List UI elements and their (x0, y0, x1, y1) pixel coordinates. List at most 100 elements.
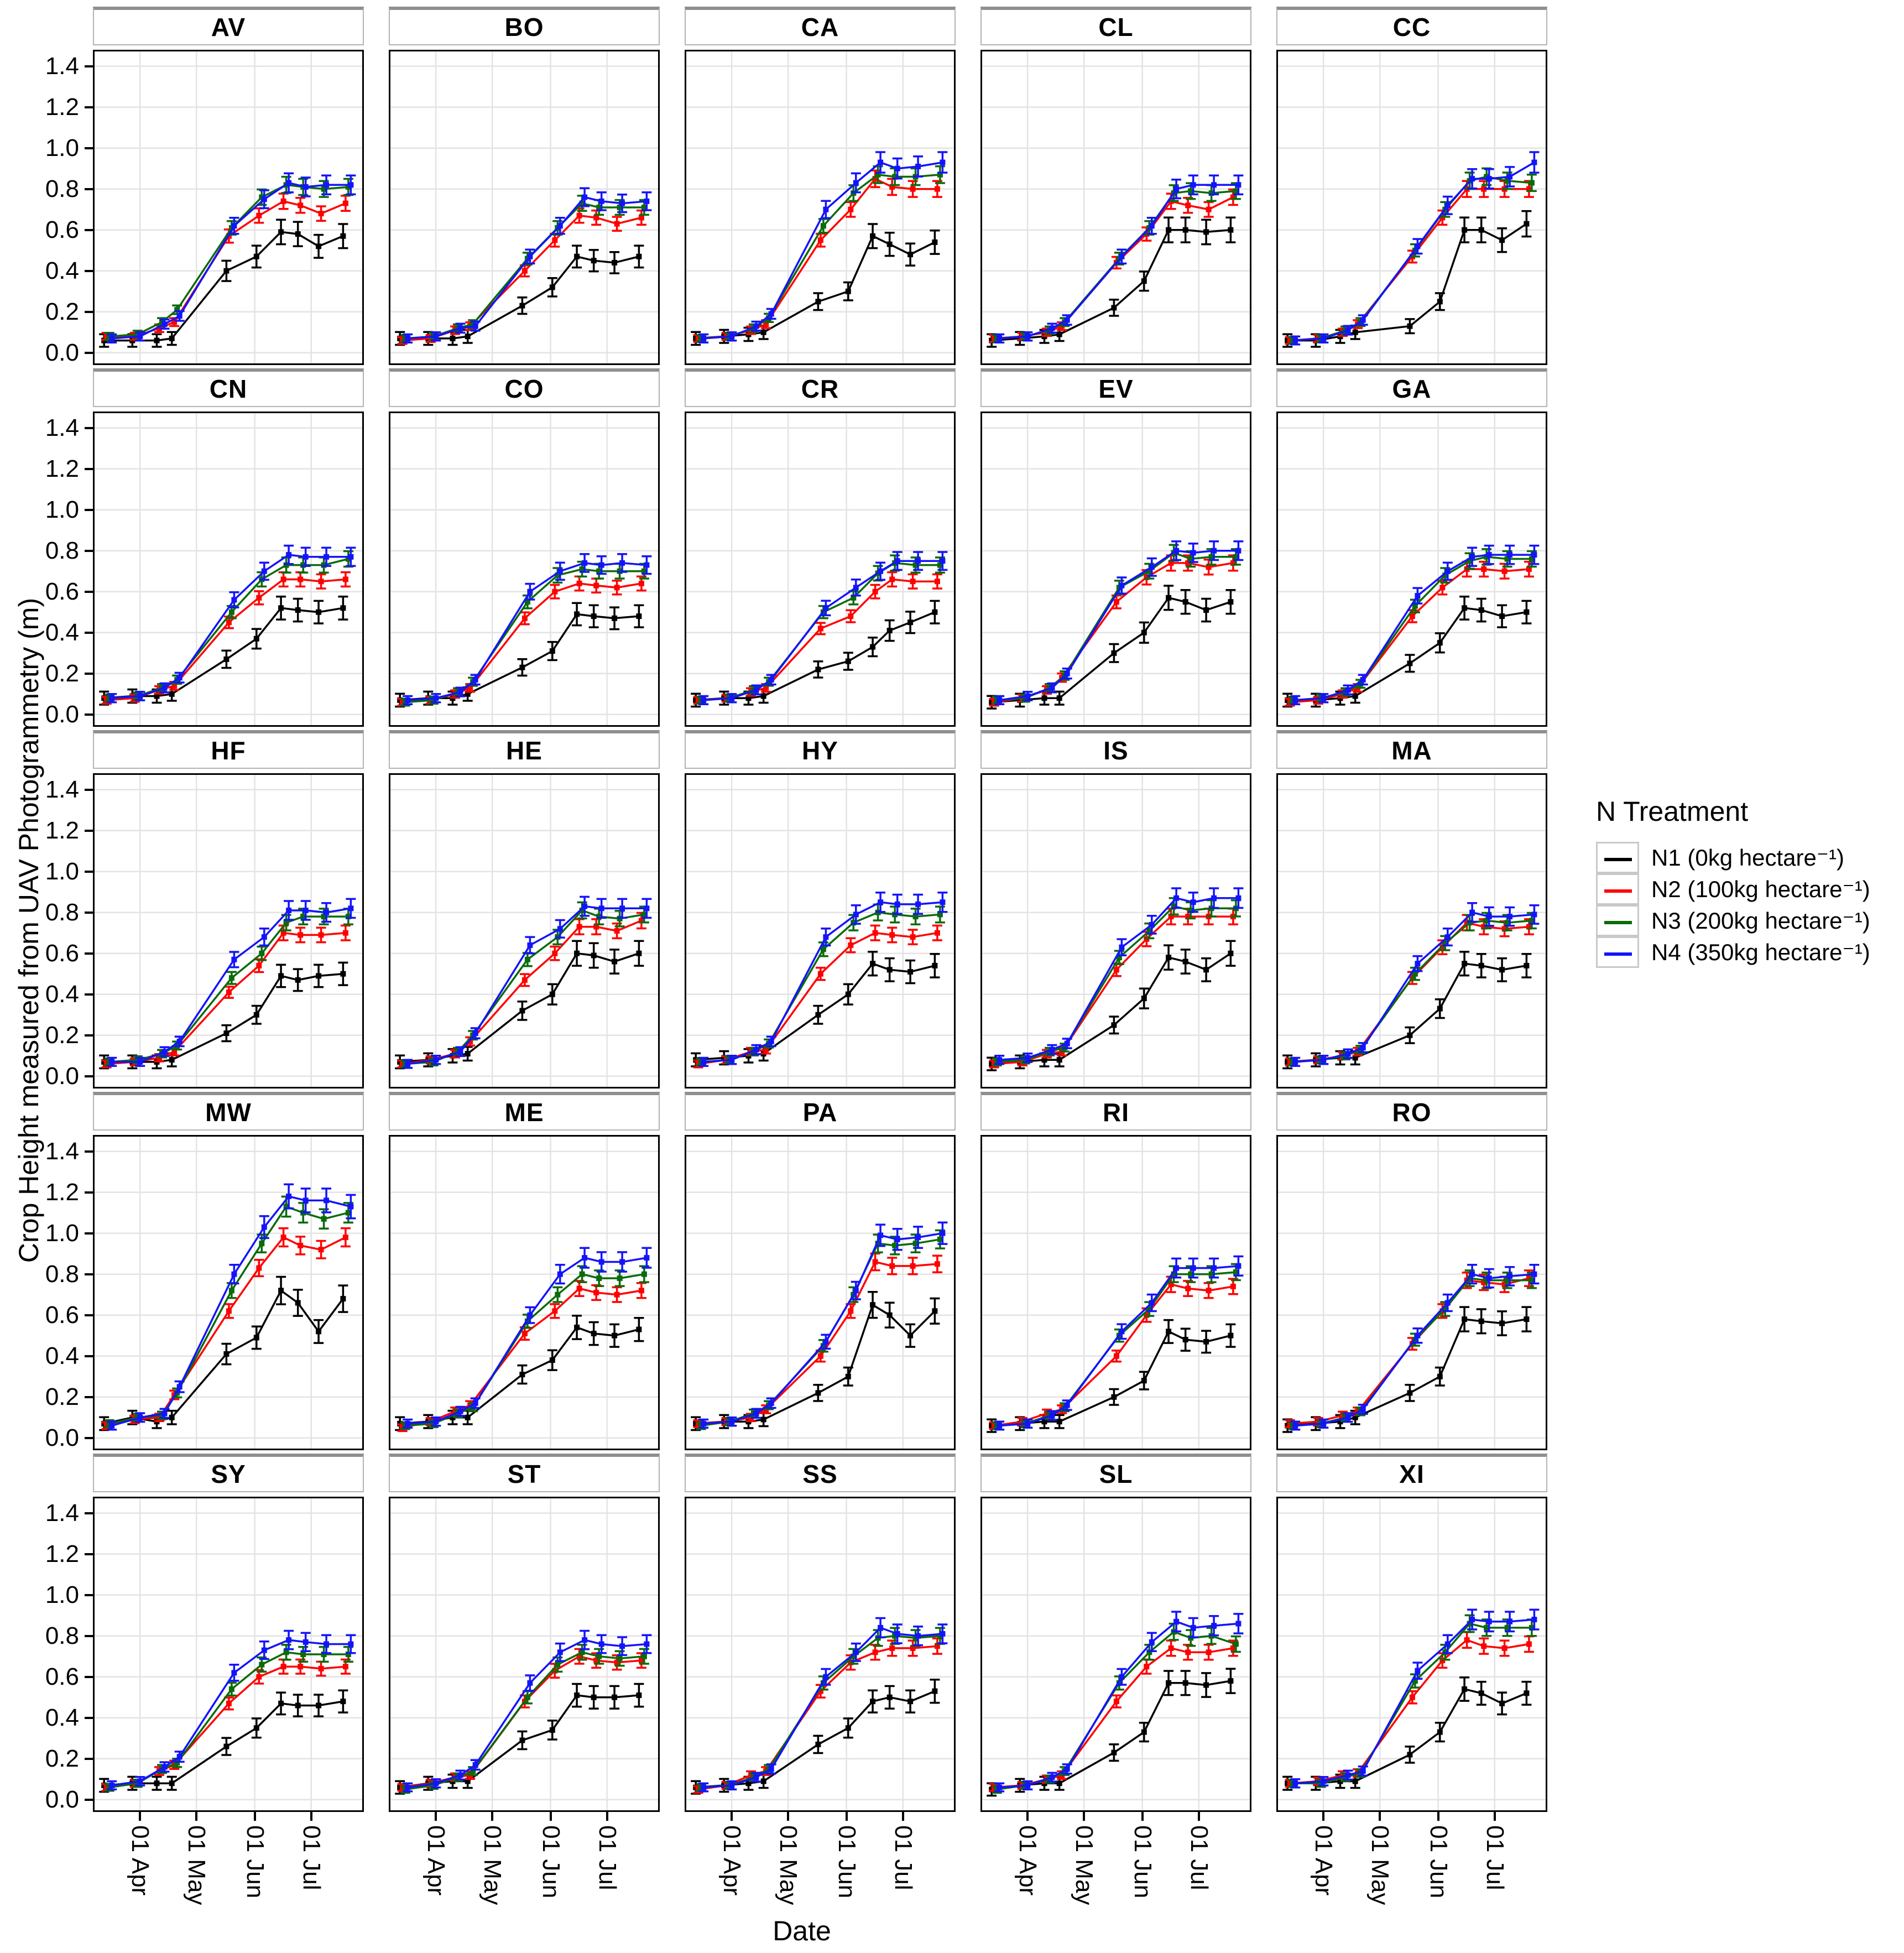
y-tick-mark (85, 672, 93, 675)
facet-panel-IS (980, 773, 1251, 1089)
y-tick-mark (85, 1512, 93, 1514)
facet-title: ME (504, 1098, 544, 1127)
y-tick-mark (85, 1798, 93, 1801)
facet-title: CO (504, 374, 544, 403)
y-tick-label: 0.0 (45, 338, 79, 366)
x-tick-mark (1026, 1812, 1029, 1821)
legend-key (1596, 842, 1639, 873)
y-tick-label: 0.4 (45, 980, 79, 1008)
y-tick-label: 1.2 (45, 93, 79, 121)
facet-panel-CO (389, 412, 660, 727)
y-axis-title: Crop Height measured from UAV Photogramm… (13, 597, 44, 1263)
facet-strip-HY: HY (685, 730, 956, 769)
x-tick-label: 01 May (1071, 1825, 1098, 1905)
facet-strip-CL: CL (980, 7, 1251, 45)
y-tick-mark (85, 1191, 93, 1194)
legend-item-N1: N1 (0kg hectare⁻¹) (1596, 842, 1844, 873)
x-tick-label: 01 Jul (593, 1825, 621, 1890)
facet-panel-RO (1276, 1135, 1547, 1450)
facet-panel-CR (685, 412, 956, 727)
y-tick-mark (85, 1634, 93, 1637)
y-tick-label: 0.0 (45, 700, 79, 728)
y-tick-label: 0.0 (45, 1062, 79, 1090)
legend-key-line-icon (1604, 889, 1632, 893)
y-tick-mark (85, 188, 93, 190)
x-tick-label: 01 Jul (1481, 1825, 1509, 1890)
legend-items: N1 (0kg hectare⁻¹) N2 (100kg hectare⁻¹) N3… (1596, 842, 1870, 968)
y-tick-mark (85, 426, 93, 429)
y-tick-label: 1.2 (45, 455, 79, 482)
facet-panel-HY (685, 773, 956, 1089)
y-tick-label: 0.4 (45, 618, 79, 646)
facet-panel-AV (93, 50, 364, 365)
x-tick-label: 01 Apr (1014, 1825, 1042, 1896)
y-tick-mark (85, 590, 93, 593)
x-tick-label: 01 Jun (241, 1825, 269, 1899)
y-tick-label: 0.8 (45, 898, 79, 926)
legend-key-line-icon (1604, 858, 1632, 861)
facet-strip-EV: EV (980, 368, 1251, 407)
facet-panel-SL (980, 1497, 1251, 1812)
legend-key (1596, 905, 1639, 936)
facet-strip-RO: RO (1276, 1092, 1547, 1131)
facet-panel-CN (93, 412, 364, 727)
facet-strip-ST: ST (389, 1454, 660, 1492)
x-tick-mark (1437, 1812, 1439, 1821)
facet-title: XI (1399, 1460, 1425, 1488)
y-tick-label: 0.2 (45, 659, 79, 687)
x-tick-mark (253, 1812, 256, 1821)
facet-title: CA (801, 13, 839, 41)
y-tick-label: 1.4 (45, 775, 79, 803)
facet-panel-MW (93, 1135, 364, 1450)
y-tick-mark (85, 1553, 93, 1555)
facet-title: CR (801, 374, 839, 403)
facet-title: HE (506, 736, 542, 765)
x-tick-mark (1379, 1812, 1381, 1821)
facet-panel-MA (1276, 773, 1547, 1089)
y-tick-mark (85, 1150, 93, 1153)
y-tick-label: 0.2 (45, 1383, 79, 1410)
x-tick-mark (845, 1812, 848, 1821)
y-tick-label: 1.4 (45, 1137, 79, 1165)
facet-panel-CL (980, 50, 1251, 365)
facet-strip-BO: BO (389, 7, 660, 45)
y-tick-label: 0.8 (45, 175, 79, 202)
x-tick-label: 01 May (1366, 1825, 1394, 1905)
facet-title: MA (1391, 736, 1432, 765)
x-tick-mark (1083, 1812, 1086, 1821)
legend-item-N2: N2 (100kg hectare⁻¹) (1596, 873, 1870, 905)
y-tick-mark (85, 147, 93, 149)
x-tick-label: 01 Jun (1129, 1825, 1156, 1899)
facet-strip-CR: CR (685, 368, 956, 407)
legend-item-label: N3 (200kg hectare⁻¹) (1651, 908, 1870, 934)
y-tick-label: 0.6 (45, 216, 79, 243)
y-tick-label: 0.6 (45, 939, 79, 967)
legend: N Treatment N1 (0kg hectare⁻¹) N2 (100kg … (1596, 795, 1870, 968)
y-tick-label: 0.6 (45, 1663, 79, 1690)
facet-title: ST (507, 1460, 541, 1488)
y-tick-label: 0.8 (45, 1260, 79, 1288)
y-tick-label: 0.2 (45, 1021, 79, 1049)
facet-title: RO (1392, 1098, 1432, 1127)
y-tick-label: 1.0 (45, 134, 79, 162)
x-axis-title: Date (773, 1915, 831, 1946)
y-tick-mark (85, 467, 93, 470)
facet-title: SL (1099, 1460, 1133, 1488)
x-tick-mark (195, 1812, 198, 1821)
legend-key (1596, 936, 1639, 968)
y-tick-mark (85, 106, 93, 108)
y-tick-mark (85, 1314, 93, 1316)
facet-strip-RI: RI (980, 1092, 1251, 1131)
facet-strip-ME: ME (389, 1092, 660, 1131)
y-tick-mark (85, 911, 93, 914)
x-tick-mark (901, 1812, 904, 1821)
facet-panel-SY (93, 1497, 364, 1812)
facet-strip-SS: SS (685, 1454, 956, 1492)
facet-panel-ST (389, 1497, 660, 1812)
facet-strip-XI: XI (1276, 1454, 1547, 1492)
facet-title: CC (1392, 13, 1431, 41)
facet-title: PA (802, 1098, 838, 1127)
x-tick-mark (787, 1812, 790, 1821)
y-tick-label: 1.4 (45, 52, 79, 80)
facet-panel-CA (685, 50, 956, 365)
